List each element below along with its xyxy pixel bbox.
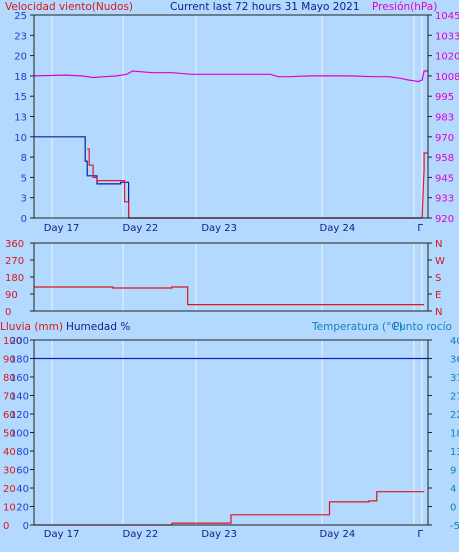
wind-axis-tick-label-5: 13 xyxy=(14,113,27,124)
temperature-axis-tick-label-9: 0 xyxy=(450,503,456,514)
compass-axis-tick-label-2: S xyxy=(435,273,441,284)
humidity-axis-tick-label-5: 100 xyxy=(10,429,29,440)
humidity-axis-tick-label-2: 160 xyxy=(10,373,29,384)
humidity-axis-tick-label-9: 20 xyxy=(16,503,29,514)
pressure-axis-tick-label-3: 1008 xyxy=(435,72,459,83)
panel-1-x-tick-label-2: Day 23 xyxy=(201,223,237,234)
panel-3-x-tick-label-3: Day 24 xyxy=(320,529,356,540)
wind-axis-tick-label-9: 3 xyxy=(21,194,27,205)
pressure-axis-tick-label-1: 1033 xyxy=(435,31,459,42)
direction-axis-tick-label-4: 0 xyxy=(5,307,11,318)
temperature-axis-tick-label-6: 13 xyxy=(450,447,459,458)
direction-axis-tick-label-1: 270 xyxy=(5,256,24,267)
panel-1-x-tick-label-0: Day 17 xyxy=(44,223,80,234)
rain-axis-tick-label-8: 20 xyxy=(3,484,16,495)
temperature-axis-tick-label-7: 9 xyxy=(450,466,456,477)
panel-1-plot-area xyxy=(34,15,428,218)
header-title: Current last 72 hours 31 Mayo 2021 xyxy=(170,1,360,13)
temperature-axis-tick-label-0: 40 xyxy=(450,336,459,347)
temperature-axis-tick-label-2: 31 xyxy=(450,373,459,384)
rain-label: Lluvia (mm) xyxy=(0,321,63,333)
rain-axis-tick-label-7: 30 xyxy=(3,466,16,477)
wind-axis-tick-label-4: 15 xyxy=(14,92,27,103)
compass-axis-tick-label-4: N xyxy=(435,307,442,318)
compass-axis-tick-label-3: E xyxy=(435,290,441,301)
pressure-axis-tick-label-5: 983 xyxy=(435,113,454,124)
humidity-label: Humedad % xyxy=(66,321,130,333)
rain-axis-tick-label-6: 40 xyxy=(3,447,16,458)
humidity-axis-tick-label-4: 120 xyxy=(10,410,29,421)
temperature-axis-tick-label-1: 36 xyxy=(450,355,459,366)
pressure-axis-tick-label-6: 970 xyxy=(435,133,454,144)
pressure-axis-tick-label-2: 1020 xyxy=(435,52,459,63)
compass-axis-tick-label-1: W xyxy=(435,256,445,267)
wind-axis-tick-label-10: 0 xyxy=(21,214,27,225)
wind-axis-tick-label-0: 25 xyxy=(14,11,27,22)
rain-axis-tick-label-3: 70 xyxy=(3,392,16,403)
direction-axis-tick-label-0: 360 xyxy=(5,239,24,250)
pressure-axis-tick-label-10: 920 xyxy=(435,214,454,225)
wind-axis-tick-label-8: 5 xyxy=(21,173,27,184)
panel-3-x-tick-label-4: Γ xyxy=(417,529,423,540)
pressure-axis-tick-label-0: 1045 xyxy=(435,11,459,22)
humidity-axis-tick-label-8: 40 xyxy=(16,484,29,495)
wind-axis-tick-label-7: 8 xyxy=(21,153,27,164)
wind-axis-tick-label-2: 20 xyxy=(14,52,27,63)
panel-1-x-tick-label-3: Day 24 xyxy=(320,223,356,234)
grid-layer xyxy=(34,15,428,525)
gust-line xyxy=(87,148,428,219)
rain-axis-tick-label-9: 10 xyxy=(3,503,16,514)
rain-axis-tick-label-1: 90 xyxy=(3,355,16,366)
temperature-label: Temperatura (°C) xyxy=(311,321,403,333)
series-layer xyxy=(33,70,428,526)
panel-3-x-tick-label-0: Day 17 xyxy=(44,529,80,540)
rain-axis-tick-label-4: 60 xyxy=(3,410,16,421)
temperature-axis-tick-label-3: 27 xyxy=(450,392,459,403)
panel-3-plot-area xyxy=(34,340,428,525)
wind-axis-tick-label-3: 18 xyxy=(14,72,27,83)
header-left-label: Velocidad viento(Nudos) xyxy=(5,1,133,13)
pressure-axis-tick-label-8: 945 xyxy=(435,173,454,184)
humidity-axis-tick-label-0: 200 xyxy=(10,336,29,347)
humidity-axis-tick-label-1: 180 xyxy=(10,355,29,366)
header-right-label: Presión(hPa) xyxy=(372,1,437,13)
direction-axis-tick-label-3: 90 xyxy=(5,290,18,301)
wind-axis-tick-label-6: 10 xyxy=(14,133,27,144)
pressure-axis-tick-label-9: 933 xyxy=(435,194,454,205)
humidity-axis-tick-label-6: 80 xyxy=(16,447,29,458)
wind-axis-tick-label-1: 23 xyxy=(14,31,27,42)
wind-direction-line xyxy=(34,286,425,306)
rain-axis-tick-label-2: 80 xyxy=(3,373,16,384)
pressure-line xyxy=(33,70,428,83)
rain-axis-tick-label-5: 50 xyxy=(3,429,16,440)
temperature-axis-tick-label-5: 18 xyxy=(450,429,459,440)
compass-axis-tick-label-0: N xyxy=(435,239,442,250)
tick-label-layer: 2523201815131085301045103310201008995983… xyxy=(3,11,459,540)
pressure-axis-tick-label-7: 958 xyxy=(435,153,454,164)
panel-1-x-tick-label-1: Day 22 xyxy=(123,223,159,234)
panel-3-x-tick-label-1: Day 22 xyxy=(123,529,159,540)
rain-axis-tick-label-10: 0 xyxy=(3,521,9,532)
frame-layer xyxy=(30,14,432,526)
temperature-axis-tick-label-10: -5 xyxy=(450,521,459,532)
rain-axis-tick-label-0: 100 xyxy=(3,336,22,347)
pressure-axis-tick-label-4: 995 xyxy=(435,92,454,103)
humidity-axis-tick-label-7: 60 xyxy=(16,466,29,477)
dew-point-label: Punto rocío xyxy=(393,321,452,333)
panel-3-x-tick-label-2: Day 23 xyxy=(201,529,237,540)
humidity-axis-tick-label-10: 0 xyxy=(23,521,29,532)
panel-2-plot-area xyxy=(34,243,428,311)
panel-1-x-tick-label-4: Γ xyxy=(417,223,423,234)
rain-line xyxy=(34,491,425,526)
temperature-axis-tick-label-8: 4 xyxy=(450,484,456,495)
direction-axis-tick-label-2: 180 xyxy=(5,273,24,284)
humidity-axis-tick-label-3: 140 xyxy=(10,392,29,403)
temperature-axis-tick-label-4: 22 xyxy=(450,410,459,421)
